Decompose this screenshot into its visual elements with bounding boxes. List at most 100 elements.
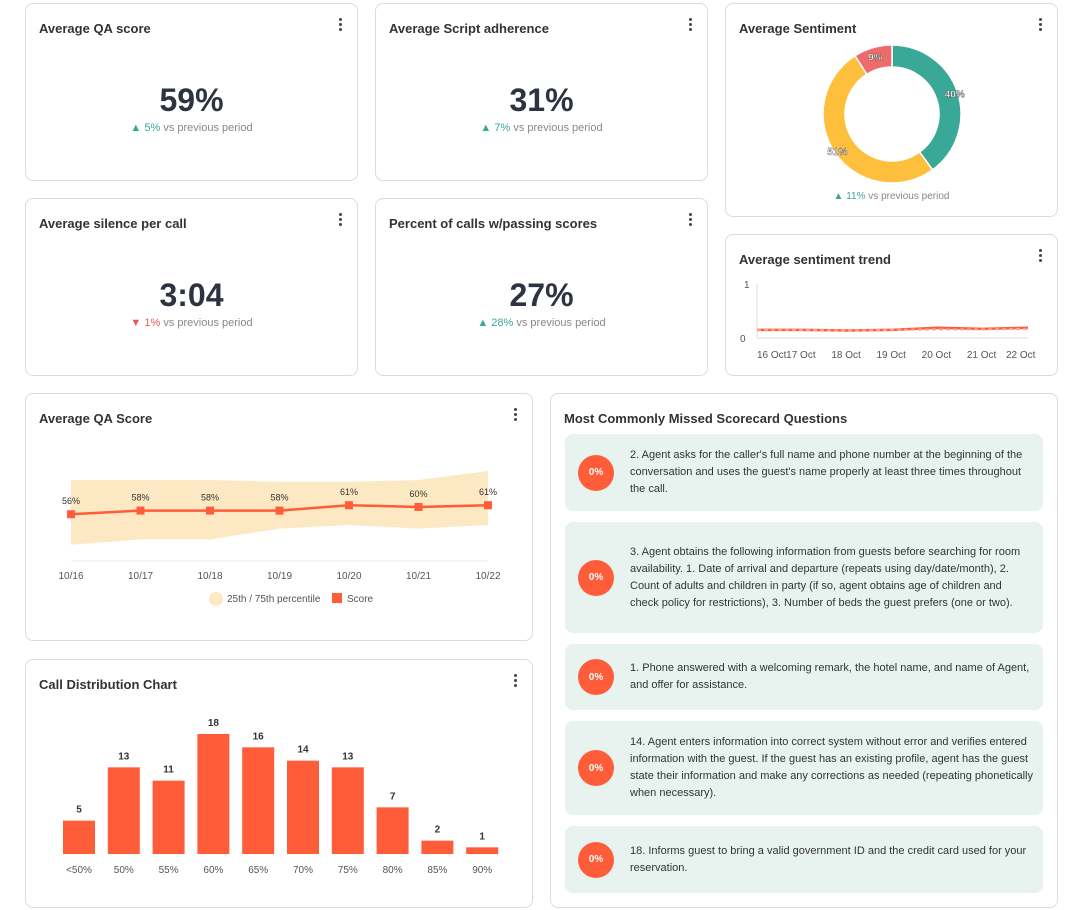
sentiment-donut-chart: 40% 51% 9% bbox=[822, 44, 965, 184]
donut-slice bbox=[891, 44, 962, 171]
percent-badge: 0% bbox=[578, 750, 614, 786]
x-tick-label: 55% bbox=[159, 865, 179, 876]
percent-badge: 0% bbox=[578, 841, 614, 878]
legend-label: Score bbox=[347, 594, 374, 605]
kpi-value: 3:04 bbox=[159, 277, 224, 313]
question-text: 1. Phone answered with a welcoming remar… bbox=[630, 662, 1030, 691]
bar bbox=[287, 760, 319, 854]
x-tick-label: 10/22 bbox=[475, 571, 500, 582]
card-title: Average Sentiment bbox=[739, 21, 857, 36]
kpi-card-qa-score: Average QA score 59% ▲ 5% vs previous pe… bbox=[25, 3, 358, 181]
bar bbox=[376, 807, 409, 854]
y-tick-label: 1 bbox=[744, 280, 750, 291]
data-label: 13 bbox=[342, 751, 354, 762]
data-label: 58% bbox=[201, 493, 219, 503]
kpi-delta: ▲ 11% vs previous period bbox=[833, 191, 950, 202]
x-tick-label: 85% bbox=[427, 865, 447, 876]
trend-line bbox=[757, 327, 1029, 332]
data-label: 5 bbox=[76, 805, 82, 816]
bar bbox=[152, 780, 185, 854]
legend-label: 25th / 75th percentile bbox=[227, 594, 321, 605]
x-tick-label: 17 Oct bbox=[786, 350, 816, 361]
sentiment-trend-chart: 1 0 16 Oct 17 Oct 18 Oct 19 Oct 20 Oct 21 Oct 22… bbox=[740, 280, 1036, 361]
donut-slice bbox=[822, 54, 934, 184]
y-tick-label: 0 bbox=[740, 334, 746, 345]
card-title: Average Script adherence bbox=[389, 21, 549, 36]
more-options-icon[interactable] bbox=[685, 16, 695, 34]
slice-label: 9% bbox=[868, 52, 883, 63]
kpi-card-passing: Percent of calls w/passing scores 27% ▲ … bbox=[375, 198, 708, 376]
x-tick-label: 80% bbox=[383, 865, 403, 876]
x-tick-label: 22 Oct bbox=[1006, 350, 1036, 361]
data-label: 58% bbox=[270, 493, 288, 503]
missed-question-item: 0% 14. Agent enters information into corr… bbox=[565, 721, 1043, 815]
more-options-icon[interactable] bbox=[510, 672, 520, 690]
more-options-icon[interactable] bbox=[335, 211, 345, 229]
x-tick-label: 65% bbox=[248, 865, 268, 876]
percent-badge: 0% bbox=[578, 559, 614, 596]
bar bbox=[242, 747, 275, 854]
data-label: 18 bbox=[208, 718, 220, 729]
data-label: 58% bbox=[131, 493, 149, 503]
bar bbox=[466, 847, 499, 854]
card-title: Average sentiment trend bbox=[739, 252, 891, 267]
missed-question-item: 0% 2. Agent asks for the caller's full na… bbox=[565, 434, 1043, 511]
legend-score-swatch bbox=[332, 593, 342, 603]
arrow-up-icon: ▲ bbox=[833, 191, 844, 202]
kpi-delta: ▲ 28% vs previous period bbox=[477, 317, 606, 329]
kpi-card-script-adherence: Average Script adherence 31% ▲ 7% vs pre… bbox=[375, 3, 708, 181]
qa-score-chart: 56% 58% 58% 58% 61% 60% 61% 10/16 10/17 10/18 10/1… bbox=[58, 471, 501, 606]
kpi-delta: ▼ 1% vs previous period bbox=[130, 317, 253, 329]
score-point bbox=[484, 501, 492, 510]
bar bbox=[63, 820, 95, 854]
kpi-delta: ▲ 5% vs previous period bbox=[130, 122, 253, 134]
data-label: 7 bbox=[390, 791, 396, 802]
more-options-icon[interactable] bbox=[1035, 16, 1045, 34]
x-tick-label: 70% bbox=[293, 865, 313, 876]
more-options-icon[interactable] bbox=[685, 211, 695, 229]
question-text: 3. Agent obtains the following informati… bbox=[630, 545, 1021, 609]
card-title: Average silence per call bbox=[39, 216, 187, 231]
x-tick-label: <50% bbox=[66, 865, 92, 876]
percent-badge: 0% bbox=[578, 659, 614, 695]
x-tick-label: 10/21 bbox=[406, 571, 431, 582]
kpi-value: 31% bbox=[509, 82, 574, 118]
donut-slice bbox=[853, 44, 893, 76]
more-options-icon[interactable] bbox=[1035, 247, 1045, 265]
score-point bbox=[136, 506, 145, 515]
sentiment-card: Average Sentiment 40% 51% 9% ▲ 11% vs prev… bbox=[725, 3, 1058, 217]
arrow-down-icon: ▼ bbox=[130, 317, 142, 329]
bar bbox=[197, 734, 230, 854]
qa-score-card: Average QA Score 56% 58% 58% 58% 61% 60% 61% 10… bbox=[25, 393, 533, 641]
kpi-delta: ▲ 7% vs previous period bbox=[480, 122, 603, 134]
x-tick-label: 90% bbox=[472, 865, 492, 876]
card-title: Average QA score bbox=[39, 21, 151, 36]
x-tick-label: 19 Oct bbox=[877, 350, 907, 361]
x-tick-label: 16 Oct bbox=[757, 350, 787, 361]
score-point bbox=[206, 506, 214, 515]
more-options-icon[interactable] bbox=[335, 16, 345, 34]
data-label: 16 bbox=[253, 731, 265, 742]
bar bbox=[421, 840, 454, 854]
x-tick-label: 60% bbox=[203, 865, 223, 876]
kpi-card-silence: Average silence per call 3:04 ▼ 1% vs pr… bbox=[25, 198, 358, 376]
slice-label: 40% bbox=[945, 90, 965, 101]
call-distribution-chart: 5 <50% 13 50% 11 55% 18 60% 16 65% 14 70% 13 75% 7 80% 2… bbox=[63, 718, 499, 876]
x-tick-label: 18 Oct bbox=[831, 350, 861, 361]
score-point bbox=[67, 510, 75, 519]
x-tick-label: 75% bbox=[338, 865, 358, 876]
arrow-up-icon: ▲ bbox=[480, 122, 492, 134]
score-point bbox=[275, 506, 284, 515]
score-point bbox=[414, 503, 423, 511]
data-label: 14 bbox=[297, 745, 309, 756]
missed-question-item: 0% 3. Agent obtains the following informa… bbox=[565, 522, 1043, 633]
slice-label: 51% bbox=[827, 147, 847, 158]
x-tick-label: 21 Oct bbox=[967, 350, 997, 361]
data-label: 2 bbox=[435, 825, 441, 836]
x-tick-label: 10/19 bbox=[267, 571, 292, 582]
kpi-value: 59% bbox=[159, 82, 224, 118]
card-title: Average QA Score bbox=[39, 411, 153, 426]
missed-questions-card: Most Commonly Missed Scorecard Questions… bbox=[550, 393, 1058, 908]
more-options-icon[interactable] bbox=[510, 406, 520, 424]
data-label: 13 bbox=[118, 751, 130, 762]
